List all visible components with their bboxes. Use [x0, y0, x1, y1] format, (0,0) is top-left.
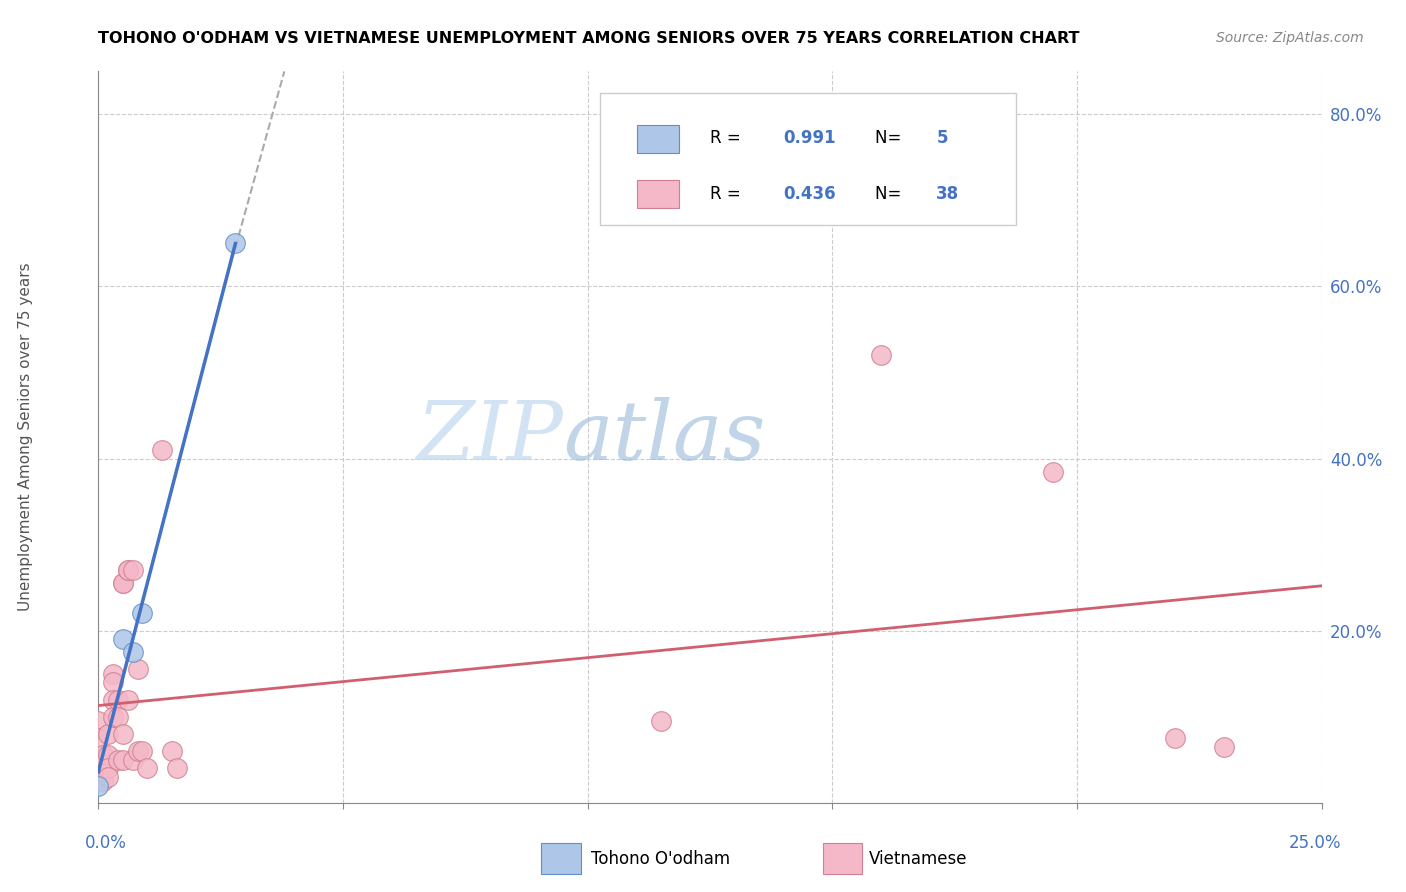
- Point: [101, 666, 124, 681]
- Point: [1212, 739, 1234, 754]
- Point: [117, 564, 139, 578]
- Point: [131, 607, 153, 621]
- Text: Source: ZipAtlas.com: Source: ZipAtlas.com: [1216, 31, 1364, 45]
- Point: [127, 744, 149, 758]
- Point: [101, 675, 124, 690]
- Point: [111, 576, 134, 591]
- Point: [111, 632, 134, 647]
- Point: [91, 765, 114, 780]
- Point: [97, 748, 120, 763]
- Point: [101, 710, 124, 724]
- Point: [1042, 465, 1064, 479]
- Text: R =: R =: [710, 186, 747, 203]
- Point: [121, 645, 143, 659]
- Text: 0.0%: 0.0%: [84, 834, 127, 852]
- Point: [97, 770, 120, 784]
- Point: [91, 757, 114, 772]
- Text: TOHONO O'ODHAM VS VIETNAMESE UNEMPLOYMENT AMONG SENIORS OVER 75 YEARS CORRELATIO: TOHONO O'ODHAM VS VIETNAMESE UNEMPLOYMEN…: [98, 31, 1080, 46]
- Point: [87, 779, 110, 793]
- Point: [150, 442, 173, 457]
- Point: [111, 753, 134, 767]
- Point: [101, 692, 124, 706]
- Text: 0.436: 0.436: [783, 186, 837, 203]
- Text: Unemployment Among Seniors over 75 years: Unemployment Among Seniors over 75 years: [18, 263, 32, 611]
- Point: [166, 761, 188, 775]
- Point: [117, 692, 139, 706]
- Text: ZIP: ZIP: [416, 397, 564, 477]
- Point: [107, 692, 129, 706]
- Point: [97, 727, 120, 741]
- Point: [870, 348, 893, 362]
- Point: [127, 662, 149, 676]
- Text: atlas: atlas: [564, 397, 766, 477]
- Point: [224, 236, 246, 251]
- Point: [111, 576, 134, 591]
- Point: [136, 761, 159, 775]
- FancyBboxPatch shape: [637, 125, 679, 153]
- Point: [117, 564, 139, 578]
- Point: [107, 753, 129, 767]
- Point: [121, 564, 143, 578]
- FancyBboxPatch shape: [637, 180, 679, 209]
- Point: [91, 774, 114, 789]
- Point: [91, 748, 114, 763]
- Point: [650, 714, 672, 728]
- Text: 5: 5: [936, 129, 948, 147]
- Text: R =: R =: [710, 129, 747, 147]
- Point: [131, 744, 153, 758]
- Point: [111, 727, 134, 741]
- Text: Vietnamese: Vietnamese: [869, 850, 967, 868]
- Point: [1164, 731, 1187, 746]
- Point: [107, 710, 129, 724]
- Text: 38: 38: [936, 186, 959, 203]
- Point: [97, 761, 120, 775]
- Text: 25.0%: 25.0%: [1288, 834, 1341, 852]
- Point: [87, 731, 110, 746]
- Point: [121, 753, 143, 767]
- FancyBboxPatch shape: [600, 94, 1015, 225]
- Text: Tohono O'odham: Tohono O'odham: [591, 850, 730, 868]
- Point: [160, 744, 183, 758]
- Text: N=: N=: [875, 186, 907, 203]
- Point: [87, 714, 110, 728]
- Text: 0.991: 0.991: [783, 129, 837, 147]
- Text: N=: N=: [875, 129, 907, 147]
